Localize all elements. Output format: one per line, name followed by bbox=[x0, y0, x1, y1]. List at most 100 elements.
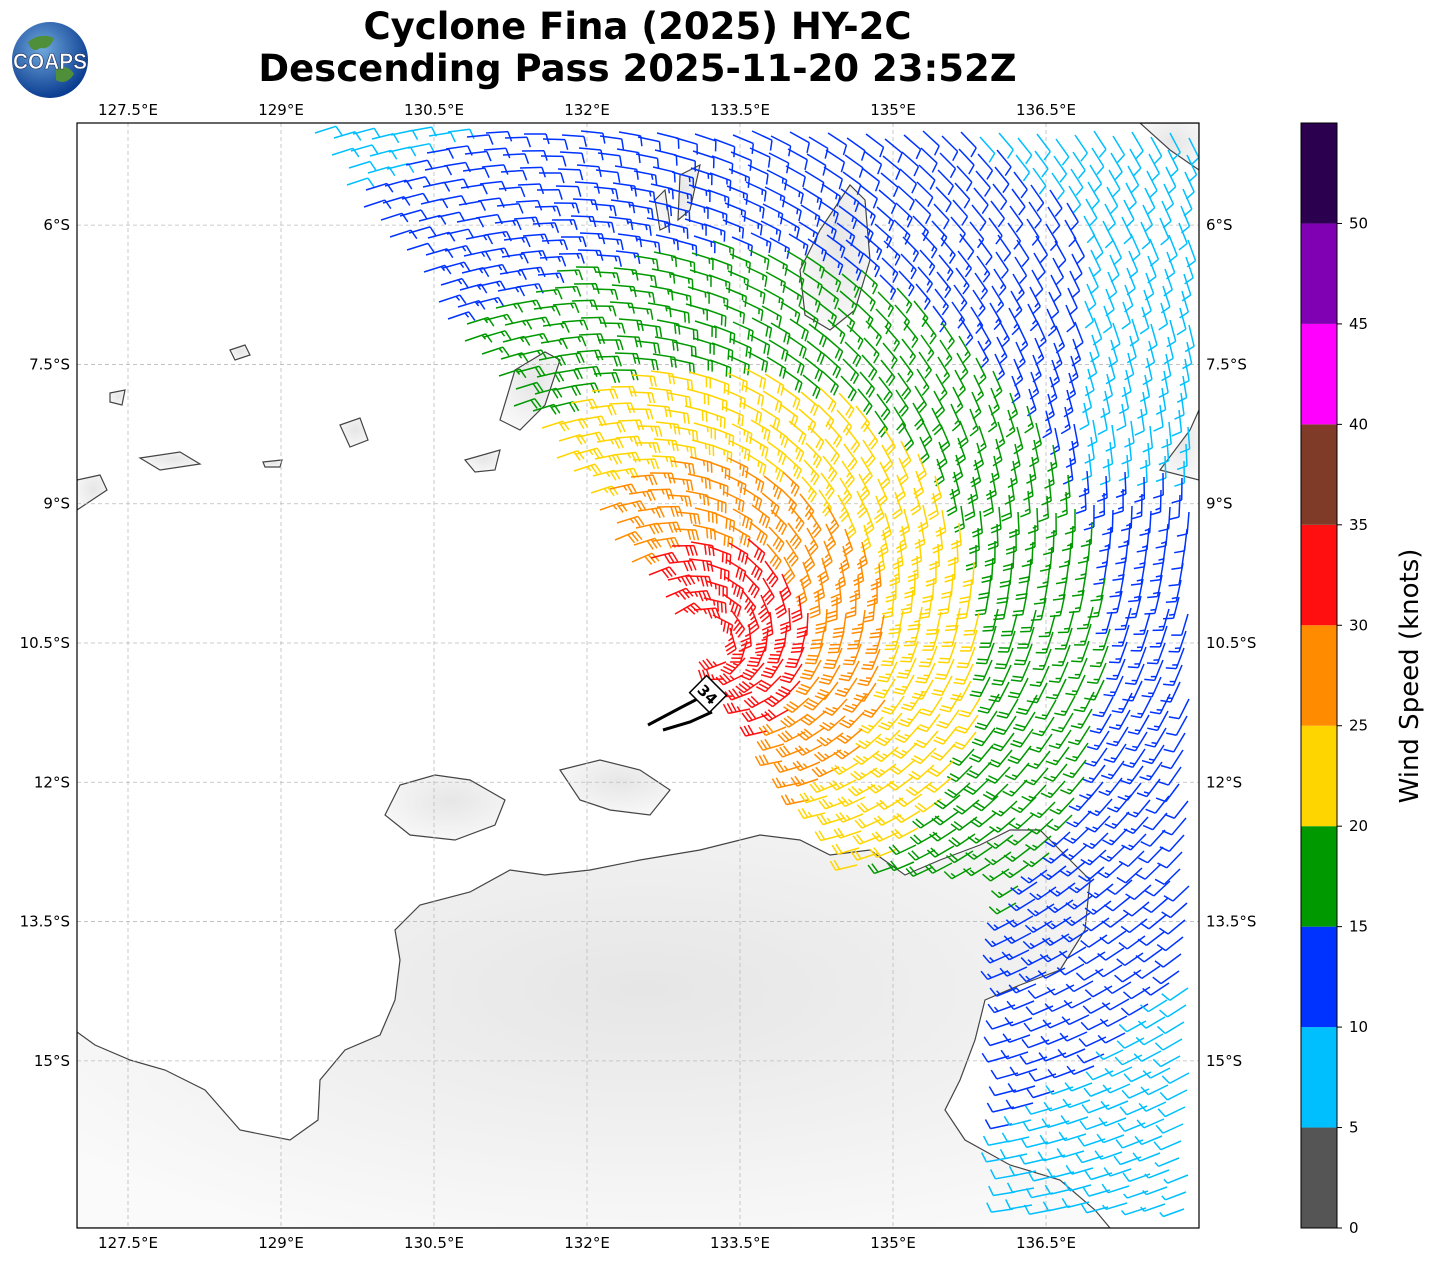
wind-barb bbox=[1010, 728, 1034, 748]
wind-barb bbox=[914, 385, 928, 414]
wind-barb bbox=[728, 542, 749, 565]
wind-barb bbox=[746, 645, 767, 667]
wind-barb bbox=[1141, 676, 1162, 698]
wind-barb bbox=[1015, 694, 1038, 715]
wind-barb bbox=[749, 521, 768, 546]
wind-barb bbox=[917, 266, 934, 293]
wind-barb bbox=[899, 168, 918, 194]
wind-barb bbox=[1103, 675, 1124, 697]
wind-barb bbox=[861, 167, 881, 192]
wind-barb bbox=[839, 711, 865, 729]
wind-barb bbox=[937, 169, 954, 196]
wind-barb bbox=[861, 648, 881, 671]
wind-barb bbox=[1112, 488, 1124, 515]
wind-barb bbox=[901, 338, 917, 366]
wind-barb bbox=[637, 323, 663, 338]
wind-barb bbox=[1116, 403, 1127, 432]
wind-barb bbox=[916, 368, 930, 396]
wind-barb bbox=[880, 512, 892, 541]
wind-barb bbox=[807, 425, 825, 452]
wind-barb bbox=[1108, 709, 1131, 730]
chart-title: Cyclone Fina (2025) HY-2C Descending Pas… bbox=[0, 6, 1275, 90]
wind-barb bbox=[990, 732, 1015, 752]
wind-barb bbox=[634, 442, 661, 454]
wind-barb bbox=[1068, 185, 1082, 214]
wind-barb bbox=[765, 458, 785, 483]
wind-barb bbox=[956, 352, 969, 381]
wind-barb bbox=[891, 491, 903, 520]
wind-barb bbox=[800, 391, 819, 417]
wind-barb bbox=[841, 273, 860, 298]
wind-barb bbox=[1032, 648, 1052, 671]
colorbar-bin bbox=[1301, 1027, 1337, 1128]
wind-barb bbox=[722, 593, 742, 617]
wind-barb bbox=[937, 356, 951, 385]
wind-barb bbox=[1149, 693, 1171, 715]
wind-barb bbox=[876, 393, 891, 421]
wind-barb bbox=[1079, 402, 1090, 431]
wind-barb bbox=[408, 226, 437, 237]
wind-barb bbox=[748, 249, 770, 271]
wind-barb bbox=[903, 321, 919, 349]
wind-barb bbox=[462, 167, 490, 178]
wind-barb bbox=[795, 578, 808, 607]
colorbar-tick-label: 40 bbox=[1349, 415, 1368, 433]
wind-barb bbox=[709, 172, 732, 192]
wind-barb bbox=[692, 150, 715, 169]
wind-barb bbox=[655, 234, 679, 251]
wind-barb bbox=[720, 657, 746, 675]
wind-barb bbox=[750, 232, 772, 254]
wind-barb bbox=[1038, 495, 1050, 523]
wind-barb bbox=[1044, 393, 1055, 422]
wind-barb bbox=[958, 335, 971, 364]
wind-barb bbox=[629, 391, 656, 404]
wind-barb bbox=[666, 494, 692, 507]
wind-barb bbox=[713, 138, 736, 158]
wind-barb bbox=[707, 376, 730, 395]
wind-barb bbox=[883, 240, 901, 266]
wind-barb bbox=[916, 713, 941, 733]
wind-barb bbox=[841, 460, 855, 488]
wind-barb bbox=[710, 257, 733, 277]
wind-barb bbox=[1111, 692, 1133, 714]
wind-barb bbox=[827, 132, 848, 156]
wind-barb bbox=[1073, 236, 1085, 265]
wind-barb bbox=[994, 353, 1006, 382]
wind-barb bbox=[745, 181, 767, 202]
wind-barb bbox=[946, 488, 958, 517]
wind-barb bbox=[768, 152, 790, 174]
wind-barb bbox=[589, 220, 615, 233]
wind-barb bbox=[403, 176, 432, 187]
wind-barb bbox=[864, 422, 879, 450]
wind-barb bbox=[735, 679, 763, 694]
wind-barb bbox=[897, 708, 922, 728]
wind-barb bbox=[1034, 150, 1049, 178]
wind-barb bbox=[689, 456, 713, 473]
wind-barb bbox=[1158, 302, 1169, 331]
wind-barb bbox=[724, 202, 747, 222]
wind-barb bbox=[801, 476, 818, 503]
wind-barb bbox=[715, 673, 744, 686]
wind-barb bbox=[818, 664, 841, 685]
wind-barb bbox=[820, 472, 835, 500]
wind-barb bbox=[825, 149, 846, 173]
wind-barb bbox=[674, 426, 699, 442]
wind-barb bbox=[1053, 155, 1068, 183]
wind-barb bbox=[1146, 642, 1166, 665]
colorbar-tick-label: 5 bbox=[1349, 1119, 1359, 1137]
wind-barb bbox=[826, 421, 843, 448]
wind-barb bbox=[1013, 171, 1028, 199]
wind-barb bbox=[693, 422, 717, 440]
lon-tick-label: 133.5°E bbox=[710, 1234, 770, 1252]
wind-barb bbox=[557, 352, 585, 364]
colorbar-tick-label: 25 bbox=[1349, 717, 1368, 735]
wind-barb bbox=[1097, 407, 1108, 436]
wind-barb bbox=[1130, 629, 1149, 652]
wind-barb bbox=[447, 311, 476, 321]
wind-barb bbox=[873, 678, 896, 699]
wind-barb bbox=[960, 318, 974, 346]
wind-barb bbox=[424, 165, 453, 176]
wind-barb bbox=[1165, 166, 1177, 195]
wind-barb bbox=[825, 336, 844, 362]
wind-barb bbox=[1147, 323, 1158, 352]
